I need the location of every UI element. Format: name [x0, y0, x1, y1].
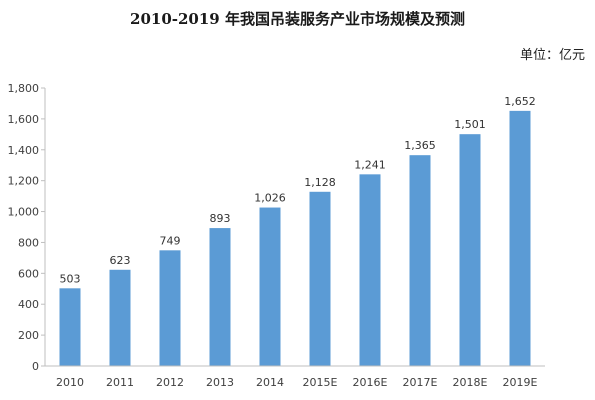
- y-tick-label: 1,800: [8, 82, 40, 95]
- data-label: 1,128: [304, 176, 336, 189]
- x-tick-label: 2015E: [303, 376, 338, 389]
- y-tick-label: 800: [18, 236, 39, 249]
- unit-label: 单位：亿元: [519, 48, 585, 63]
- bar: [209, 228, 231, 366]
- y-tick-label: 200: [18, 329, 39, 342]
- data-label: 1,026: [254, 192, 286, 205]
- y-tick-label: 1,600: [8, 113, 40, 126]
- x-tick-label: 2010: [56, 376, 84, 389]
- data-label: 893: [210, 212, 231, 225]
- x-tick-label: 2014: [256, 376, 284, 389]
- data-labels: 503 623 749 893 1,026 1,128 1,241 1,365 1,501 1,6…: [60, 95, 536, 285]
- bar: [159, 250, 181, 366]
- x-tick-label: 2016E: [353, 376, 388, 389]
- data-label: 1,241: [354, 158, 386, 171]
- data-label: 1,652: [504, 95, 536, 108]
- y-tick-label: 1,000: [8, 206, 40, 219]
- bar: [59, 288, 81, 366]
- bars: [59, 110, 531, 366]
- y-tick-label: 1,400: [8, 144, 40, 157]
- x-axis: 2010 2011 2012 2013 2014 2015E 2016E 2017E 2018E…: [45, 365, 545, 389]
- y-tick-label: 400: [18, 298, 39, 311]
- y-tick-label: 600: [18, 267, 39, 280]
- x-tick-label: 2017E: [403, 376, 438, 389]
- bar: [309, 191, 331, 366]
- x-tick-label: 2012: [156, 376, 184, 389]
- bar: [259, 207, 281, 366]
- bar: [509, 110, 531, 366]
- x-tick-label: 2013: [206, 376, 234, 389]
- bar: [459, 134, 481, 366]
- data-label: 623: [110, 254, 131, 267]
- bar: [109, 269, 131, 366]
- y-tick-label: 1,200: [8, 175, 40, 188]
- bar: [359, 174, 381, 366]
- y-axis: 0 200 400 600 800 1,000 1,200 1,400 1,600 1,800: [8, 82, 46, 373]
- chart-title: 2010-2019 年我国吊装服务产业市场规模及预测: [130, 10, 465, 28]
- x-tick-label: 2018E: [453, 376, 488, 389]
- y-tick-label: 0: [32, 360, 39, 373]
- data-label: 1,365: [404, 139, 436, 152]
- x-tick-label: 2011: [106, 376, 134, 389]
- data-label: 1,501: [454, 118, 486, 131]
- bar: [409, 155, 431, 366]
- data-label: 503: [60, 272, 81, 285]
- x-tick-label: 2019E: [503, 376, 538, 389]
- data-label: 749: [160, 234, 181, 247]
